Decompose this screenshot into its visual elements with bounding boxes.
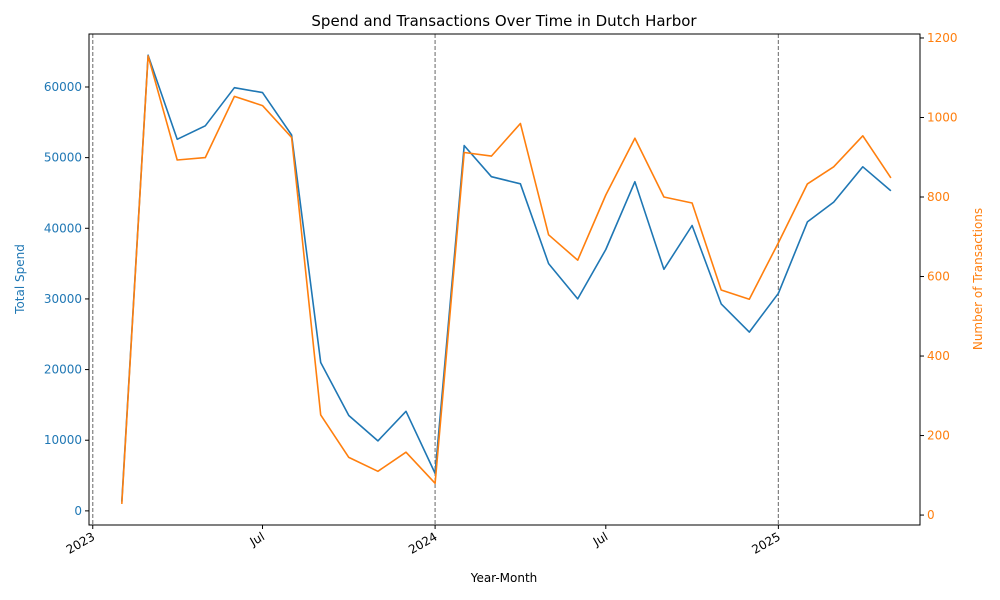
y-axis-left-label: Total Spend	[13, 244, 27, 315]
y-right-tick-label: 1200	[927, 31, 958, 45]
y-right-tick-label: 200	[927, 429, 950, 443]
y-left-tick-label: 50000	[44, 151, 82, 165]
x-axis: 2023 Jul 2024 Jul 2025	[64, 525, 783, 557]
y-right-tick-label: 1000	[927, 110, 958, 124]
y-left-tick-label: 20000	[44, 363, 82, 377]
x-tick-label: Jul	[590, 529, 610, 549]
y-left-tick-label: 0	[74, 504, 82, 518]
y-left-tick-label: 60000	[44, 80, 82, 94]
y-right-tick-label: 0	[927, 508, 935, 522]
x-tick-label: 2024	[406, 529, 439, 556]
x-axis-label: Year-Month	[470, 571, 538, 585]
y-left-tick-label: 40000	[44, 221, 82, 235]
x-tick-label: Jul	[247, 529, 267, 549]
y-axis-right: 0 200 400 600 800 1000 1200	[920, 31, 958, 522]
y-axis-left: 0 10000 20000 30000 40000 50000 60000	[44, 80, 89, 518]
x-tick-label: 2025	[749, 529, 782, 556]
series-line-transactions	[121, 55, 892, 504]
series-line-total-spend	[121, 54, 892, 502]
y-right-tick-label: 600	[927, 270, 950, 284]
chart-title: Spend and Transactions Over Time in Dutc…	[311, 12, 697, 30]
y-left-tick-label: 10000	[44, 433, 82, 447]
year-separators	[92, 34, 779, 525]
y-axis-right-label: Number of Transactions	[971, 208, 985, 350]
x-tick-label: 2023	[64, 529, 97, 556]
y-left-tick-label: 30000	[44, 292, 82, 306]
y-right-tick-label: 800	[927, 190, 950, 204]
y-right-tick-label: 400	[927, 349, 950, 363]
series-layer	[121, 54, 892, 504]
plot-area-frame	[88, 33, 921, 526]
